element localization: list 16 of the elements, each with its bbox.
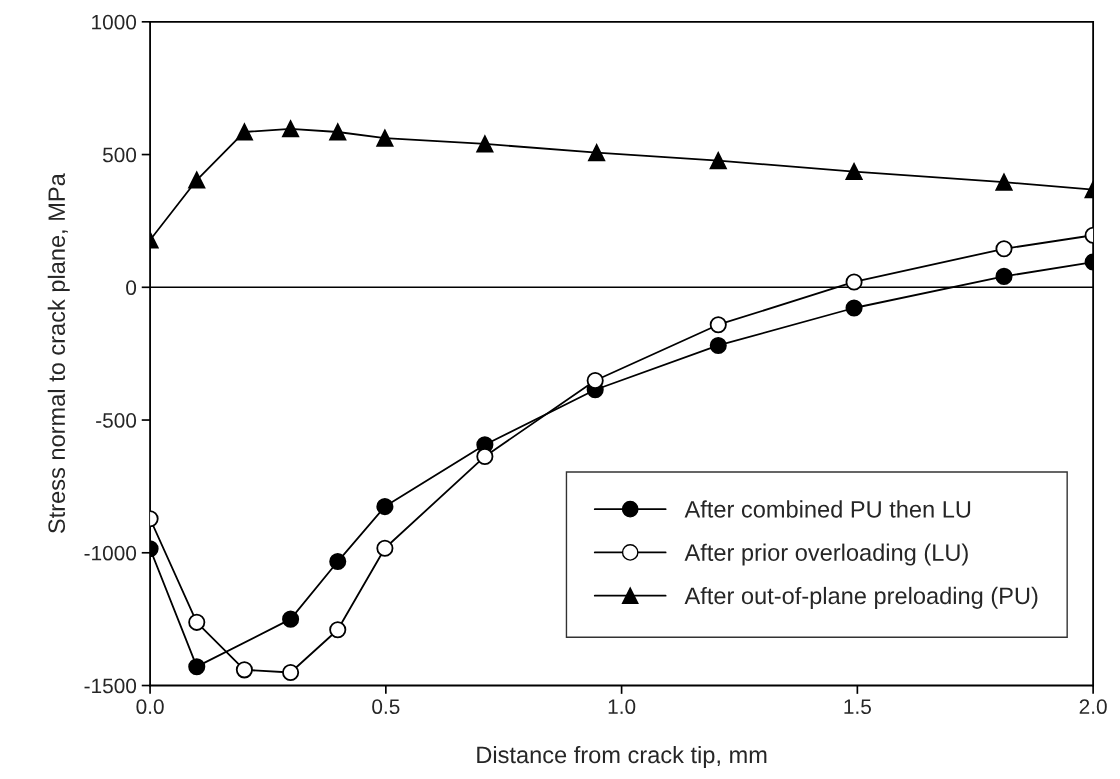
legend-label: After prior overloading (LU) [684, 543, 968, 566]
y-tick-label: -1500 [84, 678, 137, 694]
y-tick-label: 500 [102, 147, 137, 163]
legend-label: After combined PU then LU [684, 500, 971, 518]
x-tick-label: 0.5 [372, 699, 400, 715]
x-tick-label: 2.0 [1079, 699, 1107, 715]
x-tick-label: 1.5 [844, 699, 871, 715]
legend-label: After out-of-plane preloading (PU) [684, 586, 1038, 609]
x-axis-title: Distance from crack tip, mm [477, 745, 767, 768]
y-axis-title: Stress normal to crack plane, MPa [47, 173, 70, 534]
y-tick-label: 1000 [92, 14, 137, 30]
x-tick-label: 0.0 [136, 699, 164, 715]
y-tick-label: -500 [96, 413, 137, 428]
x-tick-label: 1.0 [608, 699, 636, 715]
y-tick-label: 0 [126, 280, 137, 296]
y-tick-label: -1000 [84, 545, 137, 561]
